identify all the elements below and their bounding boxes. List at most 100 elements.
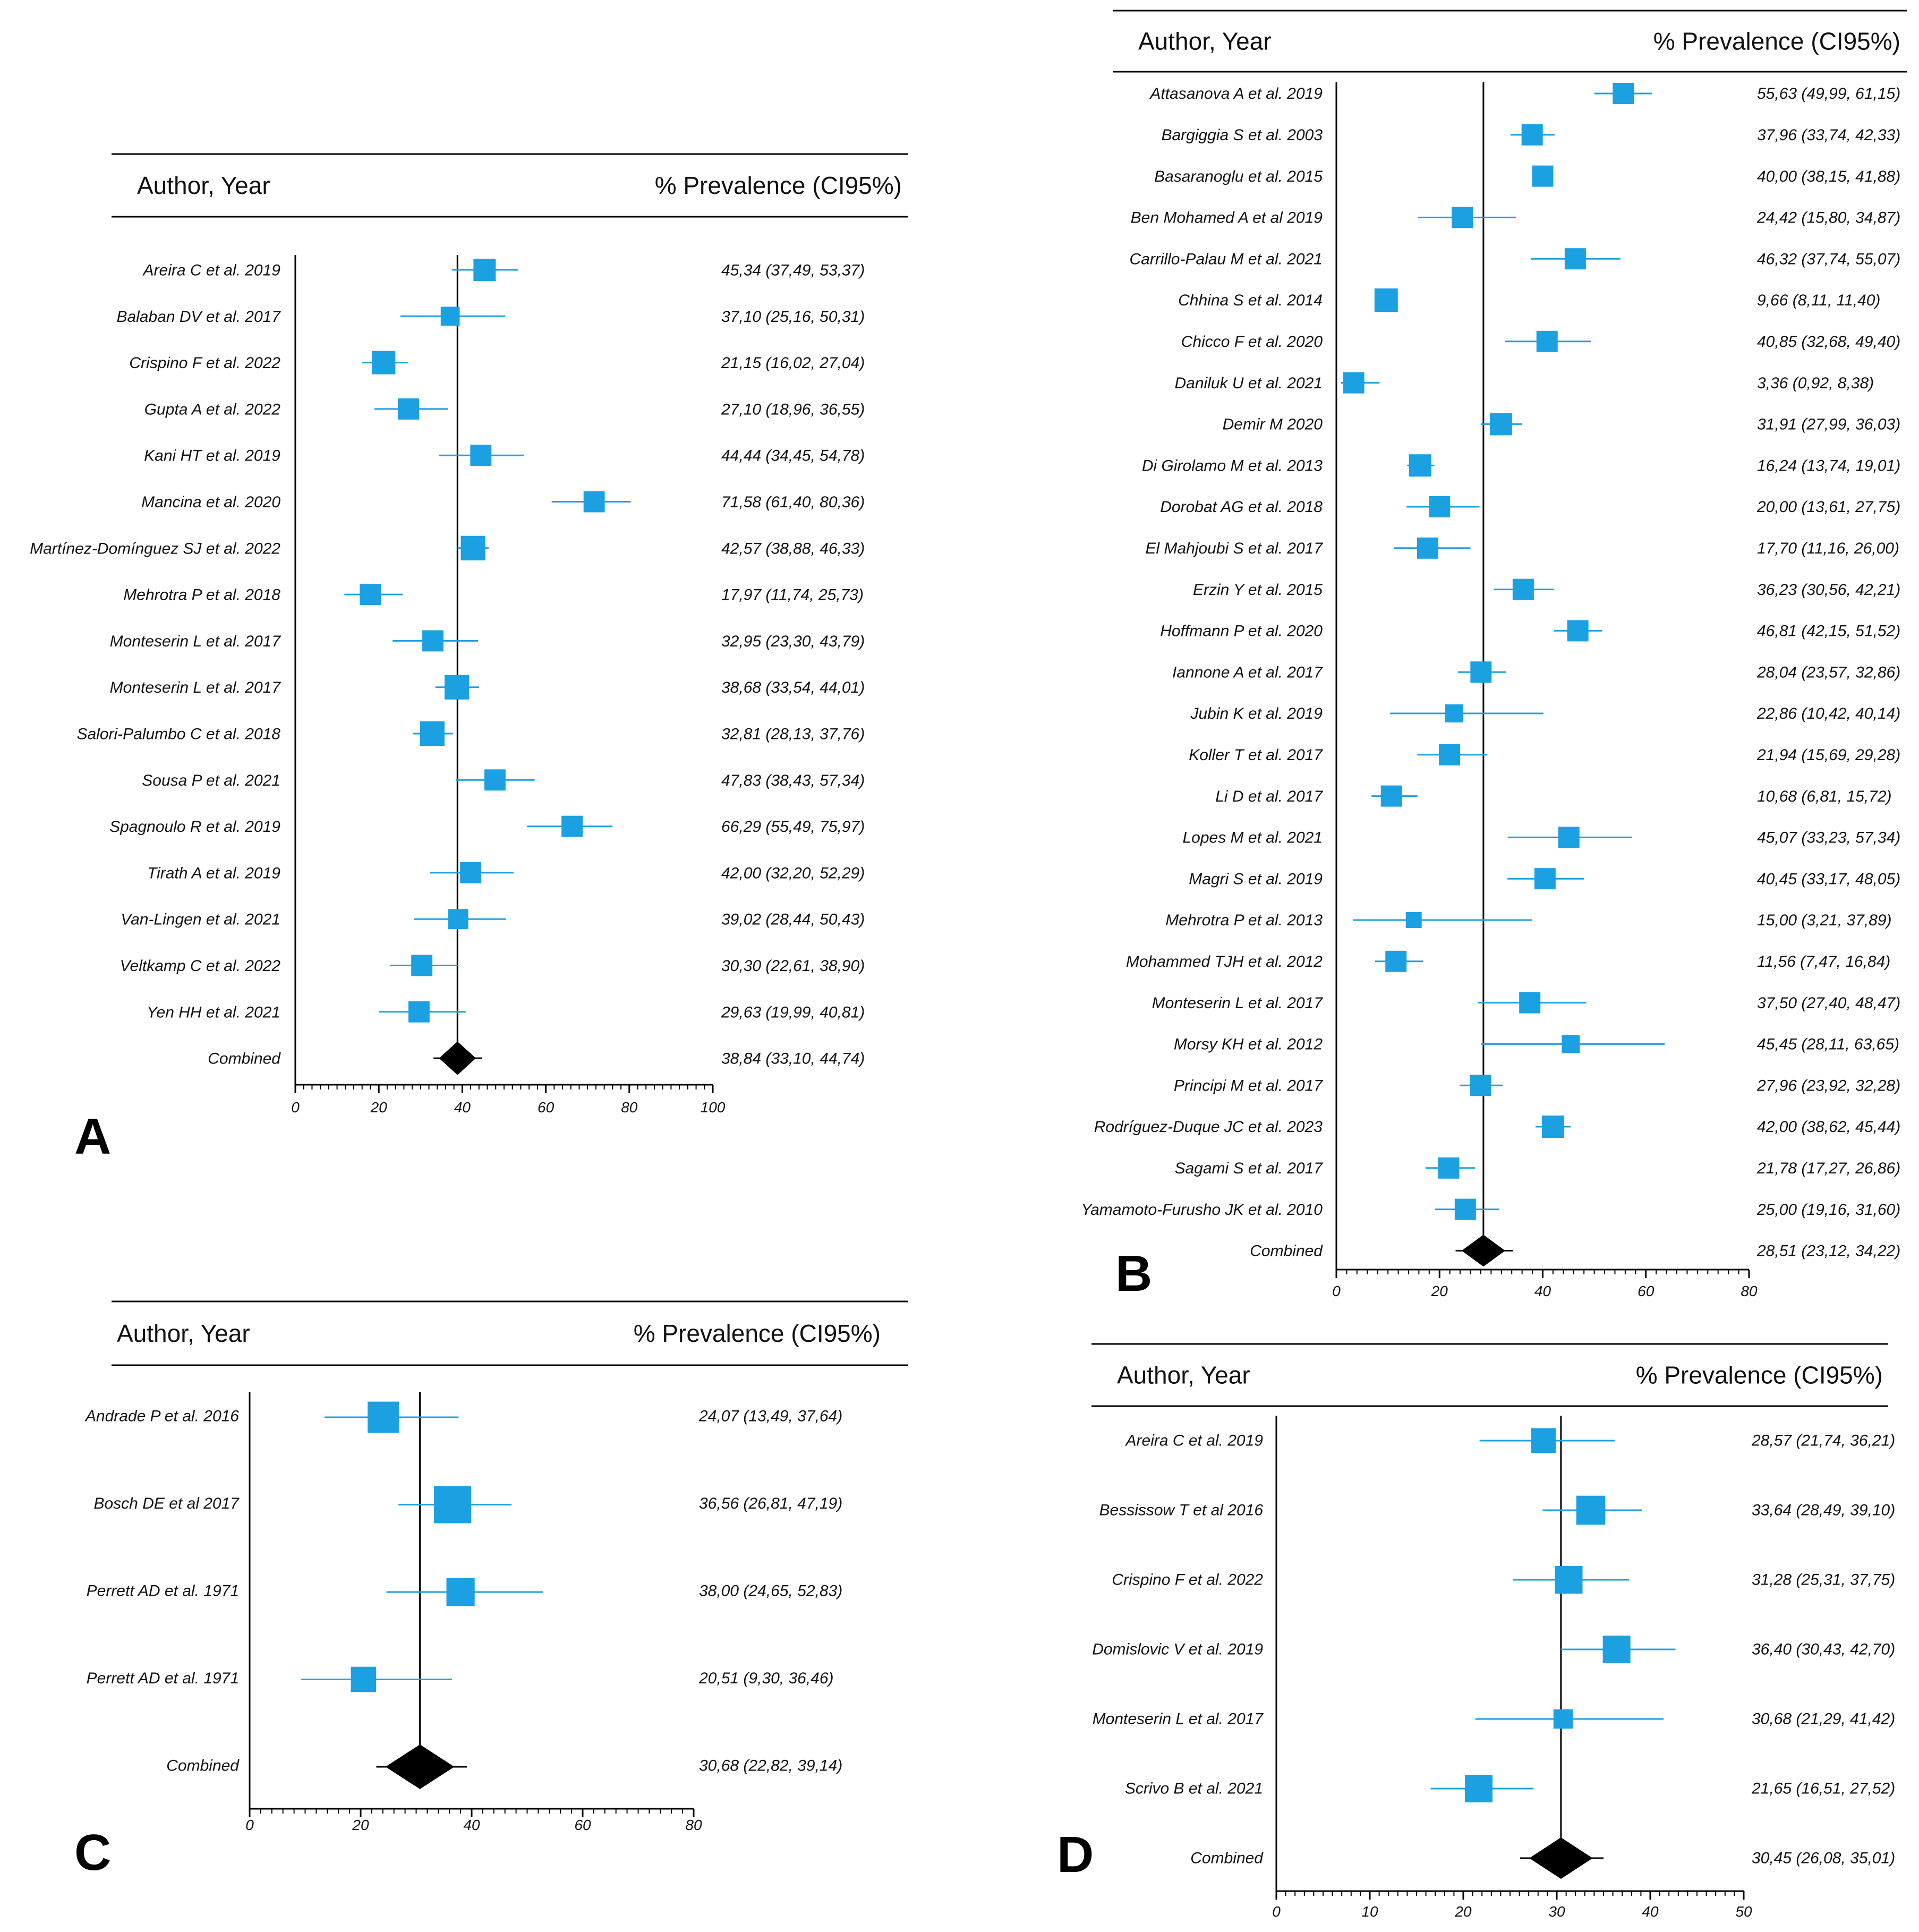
study-label: Perrett AD et al. 1971 xyxy=(87,1670,239,1687)
study-ci-value: 15,00 (3,21, 37,89) xyxy=(1757,912,1892,929)
panel-b: Author, Year % Prevalence (CI95%) 0 20 40 60 8… xyxy=(1081,10,1907,1302)
study-estimate-marker xyxy=(473,259,496,281)
study-estimate-marker xyxy=(408,1001,430,1023)
study-ci-value: 38,00 (24,65, 52,83) xyxy=(699,1582,842,1600)
study-ci-value: 29,63 (19,99, 40,81) xyxy=(721,1003,865,1021)
study-ci-value: 27,96 (23,92, 32,28) xyxy=(1756,1077,1900,1094)
study-estimate-marker xyxy=(1532,165,1554,187)
study-label: Andrade P et al. 2016 xyxy=(84,1408,239,1425)
combined-ci-value: 30,45 (26,08, 35,01) xyxy=(1752,1849,1895,1867)
study-ci-value: 21,94 (15,69, 29,28) xyxy=(1756,746,1900,764)
study-label: Attasanova A et al. 2019 xyxy=(1149,85,1323,103)
study-estimate-marker xyxy=(460,862,482,883)
study-label: Martínez-Domínguez SJ et al. 2022 xyxy=(30,540,280,557)
study-estimate-marker xyxy=(484,769,506,791)
study-label: Dorobat AG et al. 2018 xyxy=(1160,498,1323,516)
panel-label: B xyxy=(1115,1245,1152,1302)
panel-label: C xyxy=(74,1824,111,1881)
study-label: Salori-Palumbo C et al. 2018 xyxy=(76,726,280,743)
study-ci-value: 24,07 (13,49, 37,64) xyxy=(698,1408,842,1425)
study-estimate-marker xyxy=(411,955,433,976)
study-estimate-marker xyxy=(1417,537,1438,559)
study-estimate-marker xyxy=(360,584,381,606)
study-estimate-marker xyxy=(1452,207,1473,228)
study-ci-value: 21,65 (16,51, 27,52) xyxy=(1751,1780,1895,1797)
combined-label: Combined xyxy=(166,1757,240,1775)
study-estimate-marker xyxy=(1465,1775,1493,1802)
study-estimate-marker xyxy=(1534,868,1556,890)
study-estimate-marker xyxy=(1576,1495,1606,1525)
study-label: Bosch DE et al 2017 xyxy=(93,1495,240,1512)
header-prevalence: % Prevalence (CI95%) xyxy=(655,172,902,199)
study-ci-value: 22,86 (10,42, 40,14) xyxy=(1756,705,1900,722)
study-label: Sousa P et al. 2021 xyxy=(142,772,280,789)
study-estimate-marker xyxy=(1555,1566,1583,1594)
combined-label: Combined xyxy=(1250,1242,1323,1260)
study-estimate-marker xyxy=(1531,1428,1556,1453)
study-ci-value: 46,81 (42,15, 51,52) xyxy=(1757,623,1900,640)
study-label: Erzin Y et al. 2015 xyxy=(1193,581,1323,599)
study-estimate-marker xyxy=(1343,372,1364,394)
study-estimate-marker xyxy=(1553,1709,1573,1729)
x-tick-label: 60 xyxy=(538,1099,555,1116)
study-ci-value: 17,97 (11,74, 25,73) xyxy=(721,586,864,604)
study-estimate-marker xyxy=(583,491,605,513)
study-estimate-marker xyxy=(1558,827,1580,848)
study-ci-value: 31,91 (27,99, 36,03) xyxy=(1757,416,1900,433)
study-estimate-marker xyxy=(470,445,492,466)
x-tick-label: 80 xyxy=(1741,1283,1758,1299)
study-label: Basaranoglu et al. 2015 xyxy=(1154,168,1323,185)
study-label: Sagami S et al. 2017 xyxy=(1174,1160,1323,1177)
study-ci-value: 46,32 (37,74, 55,07) xyxy=(1757,250,1900,268)
study-estimate-marker xyxy=(1489,413,1512,436)
study-estimate-marker xyxy=(434,1486,472,1524)
x-tick-label: 0 xyxy=(245,1817,254,1833)
study-ci-value: 42,57 (38,88, 46,33) xyxy=(721,540,865,557)
study-ci-value: 55,63 (49,99, 61,15) xyxy=(1757,85,1900,103)
study-ci-value: 27,10 (18,96, 36,55) xyxy=(721,401,865,418)
study-estimate-marker xyxy=(440,307,460,326)
study-estimate-marker xyxy=(351,1666,377,1692)
study-estimate-marker xyxy=(460,535,485,560)
study-ci-value: 30,68 (21,29, 41,42) xyxy=(1752,1710,1895,1727)
study-ci-value: 30,30 (22,61, 38,90) xyxy=(721,957,865,975)
x-tick-label: 60 xyxy=(1637,1283,1654,1299)
combined-ci-value: 38,84 (33,10, 44,74) xyxy=(721,1050,865,1068)
study-label: Morsy KH et al. 2012 xyxy=(1174,1036,1323,1053)
combined-label: Combined xyxy=(208,1050,281,1068)
study-estimate-marker xyxy=(448,909,468,930)
study-label: Areira C et al. 2019 xyxy=(142,262,281,279)
combined-ci-value: 28,51 (23,12, 34,22) xyxy=(1756,1242,1900,1260)
x-tick-label: 20 xyxy=(1454,1903,1472,1920)
study-estimate-marker xyxy=(422,630,443,652)
study-ci-value: 40,85 (32,68, 49,40) xyxy=(1757,333,1900,351)
study-ci-value: 32,95 (23,30, 43,79) xyxy=(721,633,865,650)
study-label: Monteserin L et al. 2017 xyxy=(1093,1710,1264,1727)
combined-diamond-marker xyxy=(1529,1837,1593,1879)
study-ci-value: 36,40 (30,43, 42,70) xyxy=(1752,1640,1895,1658)
study-ci-value: 21,15 (16,02, 27,04) xyxy=(721,354,865,372)
study-label: Jubin K et al. 2019 xyxy=(1190,705,1323,722)
study-estimate-marker xyxy=(1541,1116,1564,1138)
study-estimate-marker xyxy=(561,815,583,837)
header-prevalence: % Prevalence (CI95%) xyxy=(1653,28,1900,55)
study-estimate-marker xyxy=(1536,330,1558,352)
study-ci-value: 37,50 (27,40, 48,47) xyxy=(1757,994,1900,1012)
study-label: Mehrotra P et al. 2018 xyxy=(123,586,280,604)
study-estimate-marker xyxy=(368,1401,399,1433)
study-ci-value: 37,10 (25,16, 50,31) xyxy=(721,308,865,326)
header-author-year: Author, Year xyxy=(137,172,270,199)
study-label: Areira C et al. 2019 xyxy=(1125,1432,1264,1449)
x-tick-label: 10 xyxy=(1361,1903,1378,1920)
study-estimate-marker xyxy=(444,675,470,700)
study-label: Carrillo-Palau M et al. 2021 xyxy=(1129,250,1323,268)
combined-diamond-marker xyxy=(385,1744,455,1789)
panel-c: Author, Year % Prevalence (CI95%) 0 20 40 60 8… xyxy=(74,1300,908,1881)
x-tick-label: 50 xyxy=(1735,1903,1752,1920)
study-label: Hoffmann P et al. 2020 xyxy=(1160,623,1323,640)
panel-label: D xyxy=(1057,1826,1094,1883)
study-label: Bargiggia S et al. 2003 xyxy=(1161,126,1323,144)
study-label: Veltkamp C et al. 2022 xyxy=(120,957,281,975)
study-ci-value: 45,07 (33,23, 57,34) xyxy=(1757,829,1900,847)
